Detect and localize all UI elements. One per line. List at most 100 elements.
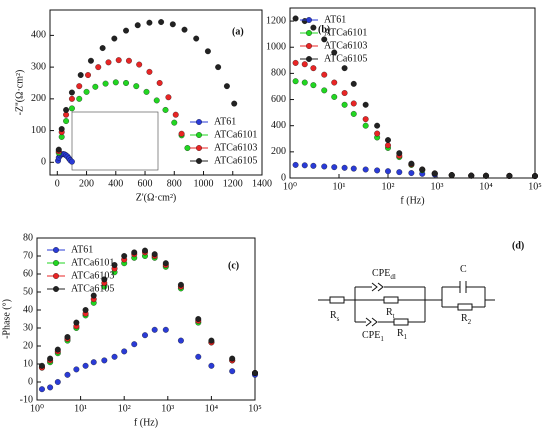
point	[331, 49, 338, 56]
point	[331, 164, 338, 171]
resistor	[329, 296, 345, 304]
y-tick-label: 200	[31, 93, 46, 104]
series	[39, 247, 258, 376]
x-tick-label: 10⁴	[479, 181, 493, 192]
point	[68, 105, 75, 112]
y-tick-label: 800	[271, 68, 286, 79]
point	[55, 146, 62, 153]
legend-marker	[53, 286, 59, 292]
x-tick-label: 10³	[161, 403, 174, 414]
legend-marker	[306, 30, 312, 36]
x-tick-label: 1000	[194, 178, 214, 189]
point	[63, 118, 70, 125]
point	[195, 353, 202, 360]
point	[68, 158, 75, 165]
plot-frame	[289, 7, 536, 179]
series	[39, 249, 258, 376]
point	[321, 71, 328, 78]
panel-label: (b)	[318, 24, 330, 35]
y-tick-label: 40	[23, 304, 33, 315]
series	[292, 59, 538, 179]
point	[321, 163, 328, 170]
point	[350, 110, 357, 117]
x-tick-label: 0	[55, 178, 60, 189]
resistor	[457, 303, 473, 311]
point	[82, 307, 89, 313]
point	[177, 337, 184, 344]
point	[431, 170, 438, 177]
x-tick-label: 800	[167, 178, 182, 189]
point	[208, 337, 215, 344]
point	[506, 172, 513, 179]
point	[77, 72, 84, 78]
component-label: R2	[461, 313, 472, 325]
point	[68, 95, 75, 102]
legend-marker	[53, 273, 59, 279]
point	[151, 326, 158, 333]
point	[331, 79, 338, 86]
point	[301, 79, 308, 86]
point	[39, 362, 45, 369]
inset-frame	[71, 111, 159, 171]
component-label: Rt	[386, 307, 395, 319]
legend-marker	[196, 132, 202, 138]
point	[301, 61, 308, 68]
point	[341, 101, 348, 108]
point	[177, 281, 184, 288]
legend-marker	[306, 56, 312, 62]
x-axis-label: f (Hz)	[400, 195, 424, 206]
point	[68, 89, 75, 96]
legend-label: AT61	[214, 116, 236, 127]
point	[64, 334, 71, 340]
point	[385, 137, 391, 144]
point	[126, 57, 132, 64]
point	[341, 65, 348, 72]
point	[54, 346, 61, 353]
x-tick-label: 600	[138, 178, 153, 189]
x-tick-label: 10¹	[74, 403, 87, 414]
y-tick-label: 0	[28, 376, 33, 387]
x-tick-label: 200	[79, 178, 94, 189]
point	[178, 130, 185, 137]
x-tick-label: 10⁰	[283, 181, 297, 192]
point	[310, 65, 317, 72]
point	[310, 24, 317, 31]
point	[123, 80, 129, 86]
point	[408, 160, 415, 167]
y-tick-label: 30	[23, 322, 33, 333]
y-tick-label: 0	[41, 157, 46, 168]
point	[292, 161, 299, 168]
point	[76, 83, 83, 90]
point	[362, 122, 369, 129]
legend-marker	[53, 247, 59, 253]
resistor	[393, 318, 409, 326]
point	[47, 355, 54, 362]
y-tick-label: 400	[271, 120, 286, 131]
y-tick-label: 200	[271, 146, 286, 157]
point	[54, 379, 61, 385]
point	[133, 83, 140, 90]
legend-label: AT61	[71, 244, 93, 255]
point	[85, 72, 91, 78]
x-axis-label: f (Hz)	[134, 417, 158, 428]
point	[111, 262, 118, 268]
point	[64, 371, 71, 378]
point	[350, 165, 357, 172]
point	[111, 35, 118, 42]
point	[47, 384, 54, 391]
point	[136, 61, 143, 68]
x-axis-label: Z'(Ω·cm²)	[136, 192, 177, 203]
point	[215, 64, 222, 71]
point	[468, 172, 475, 179]
point	[223, 83, 230, 90]
component-label: Rs	[330, 310, 340, 322]
series	[292, 15, 538, 179]
panel-label: (a)	[232, 26, 244, 37]
legend-label: ATCa6101	[71, 257, 114, 268]
point	[310, 82, 317, 89]
point	[181, 26, 188, 33]
y-tick-label: 100	[31, 125, 46, 136]
legend-label: ATCa6105	[324, 53, 367, 64]
point	[532, 173, 538, 179]
